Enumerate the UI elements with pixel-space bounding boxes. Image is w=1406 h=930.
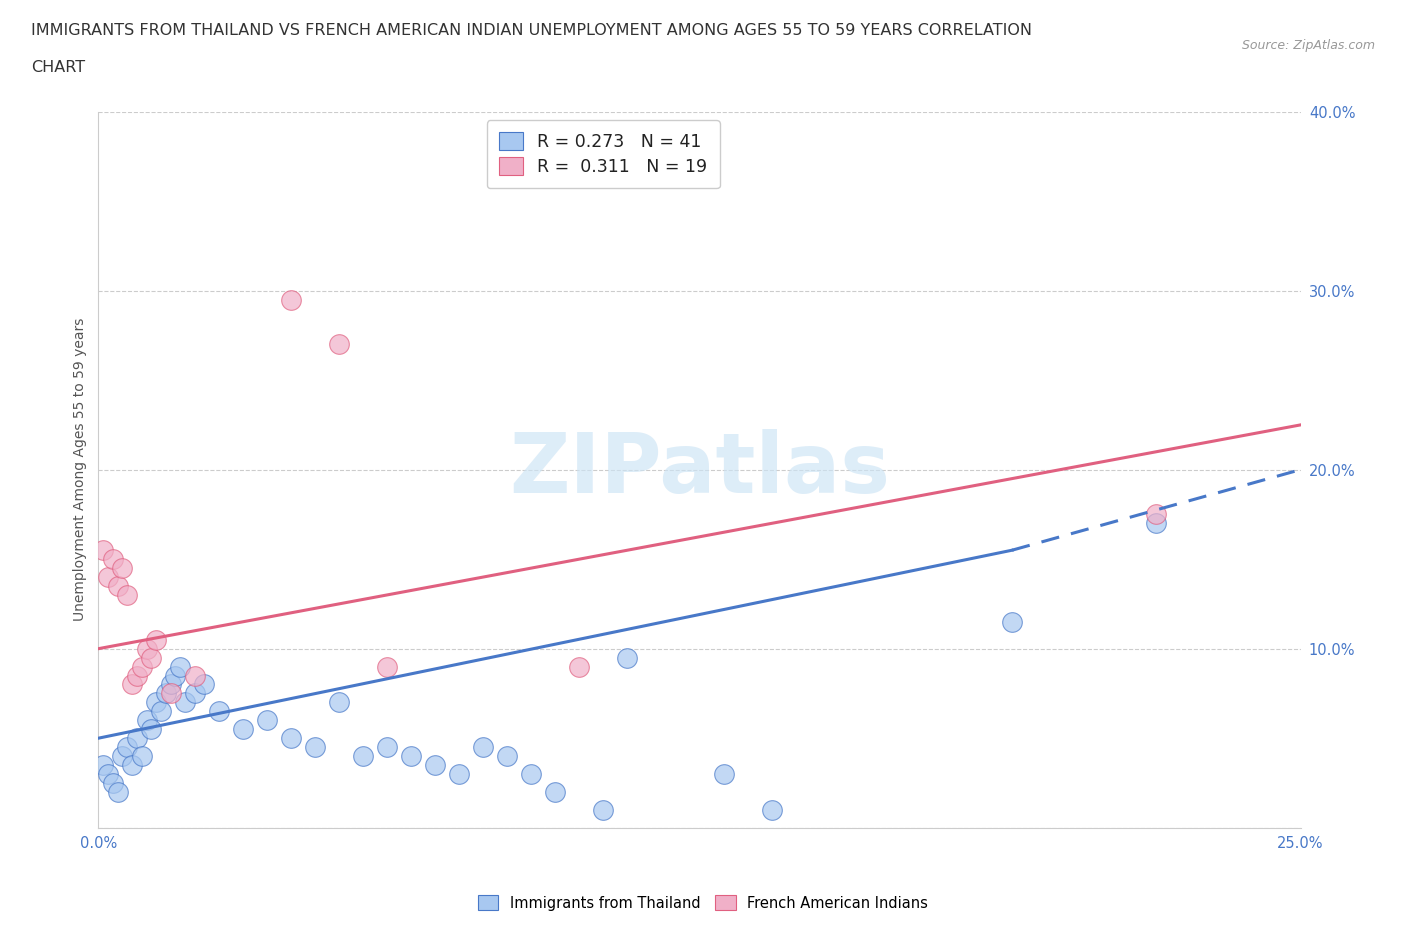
Point bbox=[135, 712, 157, 727]
Point bbox=[111, 749, 134, 764]
Point bbox=[174, 695, 197, 710]
Text: IMMIGRANTS FROM THAILAND VS FRENCH AMERICAN INDIAN UNEMPLOYMENT AMONG AGES 55 TO: IMMIGRANTS FROM THAILAND VS FRENCH AMERI… bbox=[31, 23, 1032, 38]
Point bbox=[375, 659, 398, 674]
Point bbox=[328, 337, 350, 352]
Text: ZIPatlas: ZIPatlas bbox=[509, 429, 890, 511]
Point bbox=[1144, 516, 1167, 531]
Point bbox=[761, 803, 783, 817]
Point bbox=[544, 785, 567, 800]
Point bbox=[280, 731, 302, 746]
Point bbox=[1001, 615, 1024, 630]
Point bbox=[121, 677, 143, 692]
Point bbox=[131, 659, 153, 674]
Point bbox=[125, 668, 148, 683]
Point bbox=[472, 739, 495, 754]
Point bbox=[183, 668, 205, 683]
Point bbox=[399, 749, 422, 764]
Point bbox=[135, 642, 157, 657]
Point bbox=[121, 758, 143, 773]
Point bbox=[117, 739, 139, 754]
Legend: R = 0.273   N = 41, R =  0.311   N = 19: R = 0.273 N = 41, R = 0.311 N = 19 bbox=[486, 120, 720, 188]
Point bbox=[193, 677, 215, 692]
Point bbox=[375, 739, 398, 754]
Point bbox=[145, 632, 167, 647]
Point bbox=[91, 758, 114, 773]
Point bbox=[447, 766, 470, 781]
Point bbox=[616, 650, 638, 665]
Point bbox=[159, 677, 181, 692]
Point bbox=[169, 659, 191, 674]
Point bbox=[256, 712, 278, 727]
Text: Source: ZipAtlas.com: Source: ZipAtlas.com bbox=[1241, 39, 1375, 52]
Point bbox=[159, 686, 181, 701]
Point bbox=[117, 588, 139, 603]
Point bbox=[496, 749, 519, 764]
Point bbox=[1144, 507, 1167, 522]
Point bbox=[592, 803, 614, 817]
Text: CHART: CHART bbox=[31, 60, 84, 75]
Point bbox=[107, 785, 129, 800]
Point bbox=[423, 758, 446, 773]
Point bbox=[208, 704, 231, 719]
Point bbox=[183, 686, 205, 701]
Point bbox=[107, 578, 129, 593]
Point bbox=[125, 731, 148, 746]
Point bbox=[101, 551, 124, 566]
Point bbox=[145, 695, 167, 710]
Point bbox=[141, 650, 163, 665]
Point bbox=[149, 704, 172, 719]
Point bbox=[568, 659, 591, 674]
Point bbox=[520, 766, 543, 781]
Y-axis label: Unemployment Among Ages 55 to 59 years: Unemployment Among Ages 55 to 59 years bbox=[73, 318, 87, 621]
Point bbox=[141, 722, 163, 737]
Point bbox=[155, 686, 177, 701]
Point bbox=[97, 766, 120, 781]
Legend: Immigrants from Thailand, French American Indians: Immigrants from Thailand, French America… bbox=[471, 888, 935, 918]
Point bbox=[713, 766, 735, 781]
Point bbox=[97, 569, 120, 585]
Point bbox=[165, 668, 187, 683]
Point bbox=[91, 543, 114, 558]
Point bbox=[232, 722, 254, 737]
Point bbox=[352, 749, 374, 764]
Point bbox=[280, 292, 302, 307]
Point bbox=[101, 776, 124, 790]
Point bbox=[328, 695, 350, 710]
Point bbox=[131, 749, 153, 764]
Point bbox=[304, 739, 326, 754]
Point bbox=[111, 561, 134, 576]
